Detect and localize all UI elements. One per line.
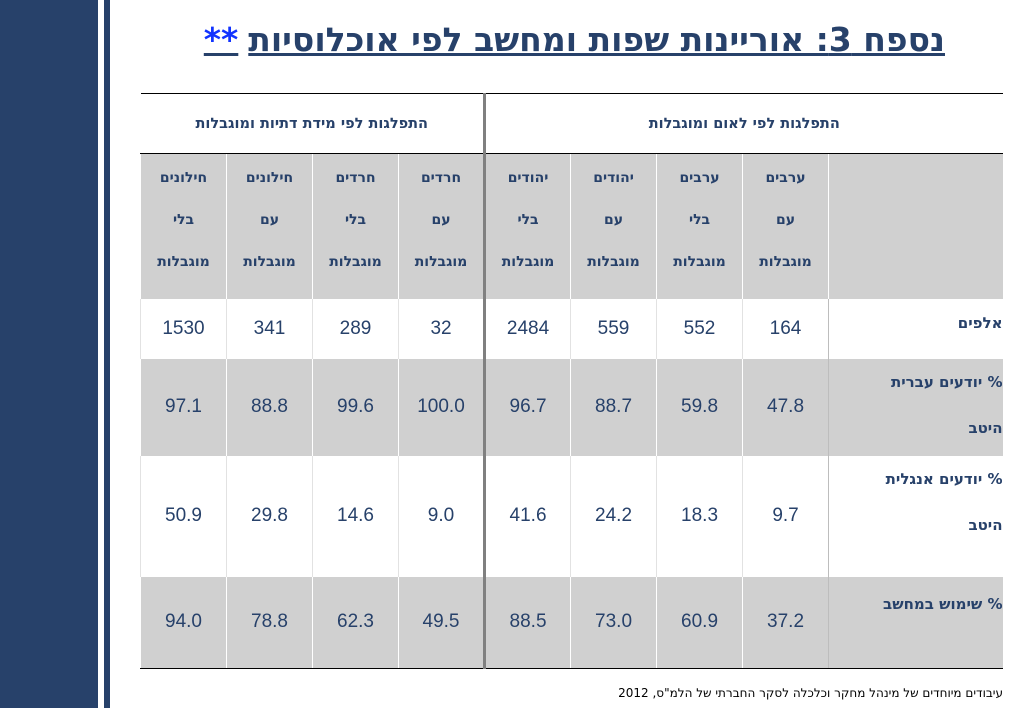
table-cell: 88.7 — [570, 358, 657, 456]
left-sidebar-band — [0, 0, 98, 708]
column-header: חילונים בלי מוגבלות — [139, 153, 227, 299]
table-cell: 289 — [312, 298, 399, 359]
table-cell: 9.7 — [742, 455, 829, 577]
table-cell: 24.2 — [570, 455, 657, 577]
table-cell: 50.9 — [139, 455, 227, 577]
table-cell: 49.5 — [398, 576, 485, 669]
table-row: אלפים 164 552 559 2484 32 289 341 1530 — [139, 298, 1003, 359]
table-cell: 47.8 — [742, 358, 829, 456]
title-text: נספח 3: אוריינות שפות ומחשב לפי אוכלוסיו… — [248, 20, 945, 59]
table-cell: 59.8 — [656, 358, 743, 456]
column-header: ערבים עם מוגבלות — [742, 153, 829, 299]
column-header: חרדים עם מוגבלות — [398, 153, 485, 299]
table-cell: 37.2 — [742, 576, 829, 669]
table-row: % יודעים עברית היטב 47.8 59.8 88.7 96.7 1… — [139, 358, 1003, 456]
table-cell: 341 — [226, 298, 313, 359]
table-cell: 29.8 — [226, 455, 313, 577]
table-cell: 552 — [656, 298, 743, 359]
table-cell: 2484 — [483, 298, 571, 359]
source-footnote: עיבודים מיוחדים של מינהל מחקר וכלכלה לסק… — [618, 686, 1003, 700]
table-cell: 1530 — [139, 298, 227, 359]
row-label: % יודעים עברית היטב — [828, 358, 1003, 456]
table-cell: 62.3 — [312, 576, 399, 669]
literacy-table: התפלגות לפי לאום ומוגבלות התפלגות לפי מי… — [139, 93, 1003, 669]
table-cell: 100.0 — [398, 358, 485, 456]
column-header: חרדים בלי מוגבלות — [312, 153, 399, 299]
table-row: % יודעים אנגלית היטב 9.7 18.3 24.2 41.6 9… — [139, 455, 1003, 577]
table-cell: 73.0 — [570, 576, 657, 669]
corner-cell — [828, 153, 1003, 299]
row-label: % יודעים אנגלית היטב — [828, 455, 1003, 577]
table-cell: 97.1 — [139, 358, 227, 456]
table-cell: 99.6 — [312, 358, 399, 456]
column-header-row: ערבים עם מוגבלות ערבים בלי מוגבלות יהודים עם מ… — [139, 153, 1003, 299]
row-label: % שימוש במחשב — [828, 576, 1003, 669]
sidebar-stripe — [104, 0, 110, 708]
table-cell: 9.0 — [398, 455, 485, 577]
table-cell: 32 — [398, 298, 485, 359]
table-cell: 94.0 — [139, 576, 227, 669]
column-header: ערבים בלי מוגבלות — [656, 153, 743, 299]
table-cell: 60.9 — [656, 576, 743, 669]
column-header: יהודים עם מוגבלות — [570, 153, 657, 299]
table-cell: 78.8 — [226, 576, 313, 669]
table-row: % שימוש במחשב 37.2 60.9 73.0 88.5 49.5 6… — [139, 576, 1003, 669]
table-cell: 96.7 — [483, 358, 571, 456]
table-cell: 41.6 — [483, 455, 571, 577]
table-cell: 14.6 — [312, 455, 399, 577]
title-stars: ** — [203, 20, 239, 59]
slide-title: נספח 3: אוריינות שפות ומחשב לפי אוכלוסיו… — [204, 20, 945, 59]
column-header: יהודים בלי מוגבלות — [483, 153, 571, 299]
group-header-religiosity: התפלגות לפי מידת דתיות ומוגבלות — [140, 93, 485, 154]
row-label: אלפים — [828, 298, 1003, 359]
table-cell: 164 — [742, 298, 829, 359]
group-header-row: התפלגות לפי לאום ומוגבלות התפלגות לפי מי… — [140, 93, 1003, 154]
table-cell: 88.5 — [483, 576, 571, 669]
table-cell: 18.3 — [656, 455, 743, 577]
column-header: חילונים עם מוגבלות — [226, 153, 313, 299]
table-cell: 559 — [570, 298, 657, 359]
sidebar-gap — [98, 0, 104, 708]
group-header-nationality: התפלגות לפי לאום ומוגבלות — [483, 93, 1003, 154]
table-cell: 88.8 — [226, 358, 313, 456]
